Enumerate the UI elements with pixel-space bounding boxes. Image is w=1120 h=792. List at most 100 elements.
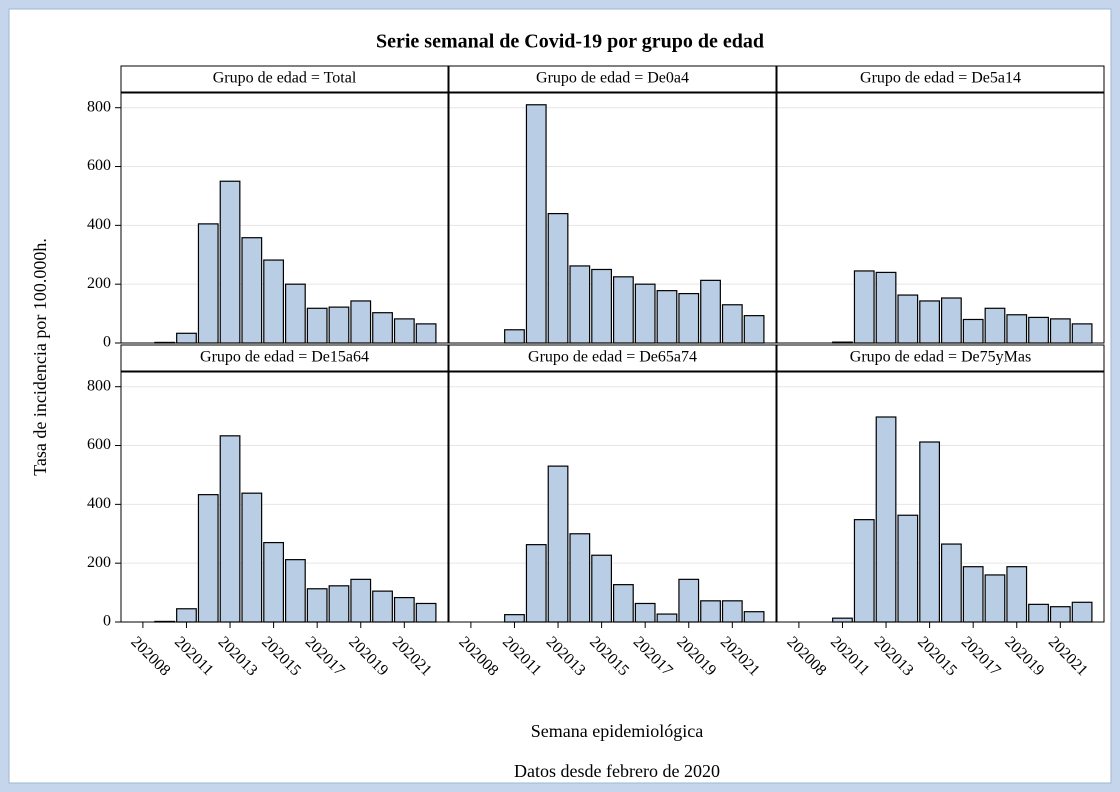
bar <box>875 271 897 344</box>
panel-border <box>120 371 449 623</box>
bar <box>306 307 328 344</box>
panel-header <box>120 65 449 93</box>
panel-header <box>448 344 777 372</box>
y-tick-label: 800 <box>87 377 111 394</box>
bar <box>1071 323 1093 344</box>
chart-title: Serie semanal de Covid-19 por grupo de e… <box>376 31 764 53</box>
bar <box>984 574 1006 623</box>
bar <box>721 304 743 344</box>
bar <box>393 596 415 623</box>
bar <box>176 332 197 344</box>
bar <box>897 514 919 623</box>
bar <box>853 270 875 344</box>
panel-header <box>776 65 1105 93</box>
chart-area <box>8 8 1112 784</box>
x-axis-label: Semana epidemiológica <box>531 721 703 741</box>
bar <box>612 584 634 623</box>
y-tick-label: 0 <box>103 613 111 630</box>
bar <box>525 104 547 344</box>
bar <box>634 283 656 344</box>
bar <box>504 614 525 623</box>
bar <box>700 279 721 344</box>
y-tick-label: 0 <box>103 334 111 351</box>
bar <box>263 541 285 623</box>
bar <box>634 602 656 623</box>
panel-border <box>120 92 449 344</box>
bar <box>1071 601 1093 623</box>
bar <box>1028 603 1049 623</box>
y-axis-label: Tasa de incidencia por 100.000h. <box>30 238 50 476</box>
bar <box>591 268 613 344</box>
bar <box>1049 318 1071 344</box>
bar <box>700 600 721 623</box>
panel-header <box>120 344 449 372</box>
bar <box>284 283 306 344</box>
panel-title: Grupo de edad = De65a74 <box>528 349 697 366</box>
y-tick-label: 200 <box>87 554 111 571</box>
bar <box>328 306 350 344</box>
bar <box>569 533 591 623</box>
bar <box>241 237 263 344</box>
panel-border <box>448 371 777 623</box>
bar <box>743 315 765 344</box>
y-tick-label: 800 <box>87 98 111 115</box>
panel-title: Grupo de edad = De15a64 <box>200 349 369 366</box>
bar <box>372 590 393 623</box>
bar <box>1028 316 1049 344</box>
bar <box>284 559 306 623</box>
bar <box>919 300 941 344</box>
bar <box>875 416 897 623</box>
bar <box>919 441 941 623</box>
bar <box>241 492 263 623</box>
bar <box>678 292 700 344</box>
bar <box>415 602 437 623</box>
bar <box>350 578 372 623</box>
bar <box>962 318 984 344</box>
bar <box>547 465 569 623</box>
panel-border <box>776 92 1105 344</box>
y-tick-label: 600 <box>87 436 111 453</box>
bar <box>940 297 962 344</box>
bar <box>656 290 678 344</box>
bar <box>219 180 241 344</box>
panel-title: Grupo de edad = De0a4 <box>536 70 689 87</box>
bar <box>832 617 853 623</box>
bar <box>1049 606 1071 623</box>
bar <box>612 276 634 344</box>
bar <box>1006 314 1028 344</box>
bar <box>743 611 765 623</box>
panel-title: Grupo de edad = De75yMas <box>850 349 1031 366</box>
panel-border <box>448 92 777 344</box>
bar <box>504 329 525 344</box>
bar <box>897 294 919 344</box>
bar <box>372 312 393 344</box>
bar <box>1006 566 1028 623</box>
bar <box>197 223 219 344</box>
bar <box>263 259 285 344</box>
bar <box>591 554 613 623</box>
bar <box>962 566 984 623</box>
y-tick-label: 600 <box>87 157 111 174</box>
panel-title: Grupo de edad = De5a14 <box>860 70 1021 87</box>
bar <box>853 519 875 623</box>
panel-border <box>776 371 1105 623</box>
bar <box>569 265 591 344</box>
bar <box>547 212 569 344</box>
footnote: Datos desde febrero de 2020 <box>514 761 720 781</box>
y-tick-label: 200 <box>87 275 111 292</box>
bar <box>328 585 350 623</box>
bar <box>219 435 241 623</box>
bar <box>197 494 219 623</box>
bar <box>393 318 415 344</box>
bar <box>176 608 197 623</box>
y-tick-label: 400 <box>87 216 111 233</box>
bar <box>721 600 743 623</box>
panel-title: Grupo de edad = Total <box>213 70 357 87</box>
bar <box>940 543 962 623</box>
panel-header <box>448 65 777 93</box>
bar <box>984 307 1006 344</box>
bar <box>306 588 328 623</box>
bar <box>350 300 372 344</box>
bar <box>525 544 547 623</box>
